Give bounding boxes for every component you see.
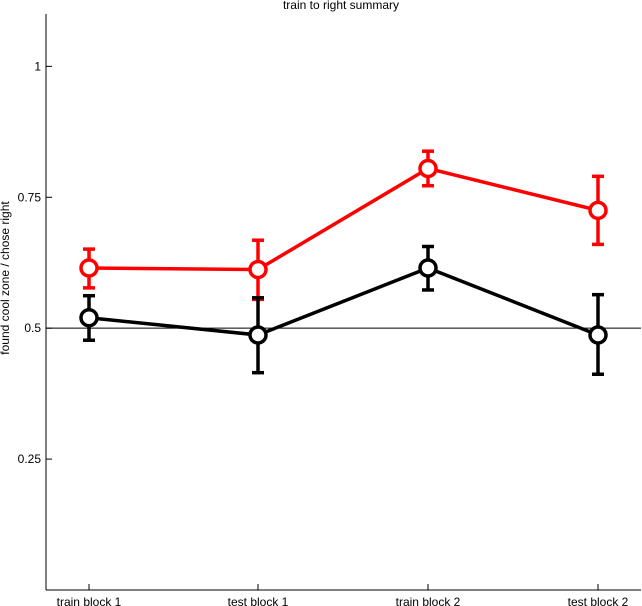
data-point <box>248 259 268 280</box>
series-line <box>88 266 599 337</box>
x-tick-label: train block 2 <box>396 595 461 606</box>
series-line <box>88 166 599 272</box>
data-point <box>588 325 608 345</box>
series-2 <box>79 244 608 377</box>
data-point <box>588 200 608 221</box>
data-point <box>418 158 438 179</box>
x-tick-label: train block 1 <box>57 595 122 606</box>
series-layer <box>79 149 608 377</box>
x-tick-label: test block 1 <box>228 595 289 606</box>
y-axis-ticks: 0.25 0.5 0.75 1 <box>18 59 52 466</box>
data-point <box>79 307 99 328</box>
data-point <box>248 325 268 345</box>
series-1 <box>79 149 608 302</box>
y-tick-label: 1 <box>34 59 41 73</box>
plot-frame <box>45 14 641 591</box>
data-point <box>418 258 438 278</box>
x-axis-ticks: train block 1 test block 1 train block 2 te… <box>57 584 629 606</box>
x-tick-label: test block 2 <box>568 595 629 606</box>
y-tick-label: 0.5 <box>24 321 41 335</box>
y-tick-label: 0.75 <box>18 190 42 204</box>
chart-title: train to right summary <box>283 0 399 12</box>
data-point <box>79 258 99 278</box>
y-axis-label: found cool zone / chose right <box>0 201 12 355</box>
y-tick-label: 0.25 <box>18 452 42 466</box>
